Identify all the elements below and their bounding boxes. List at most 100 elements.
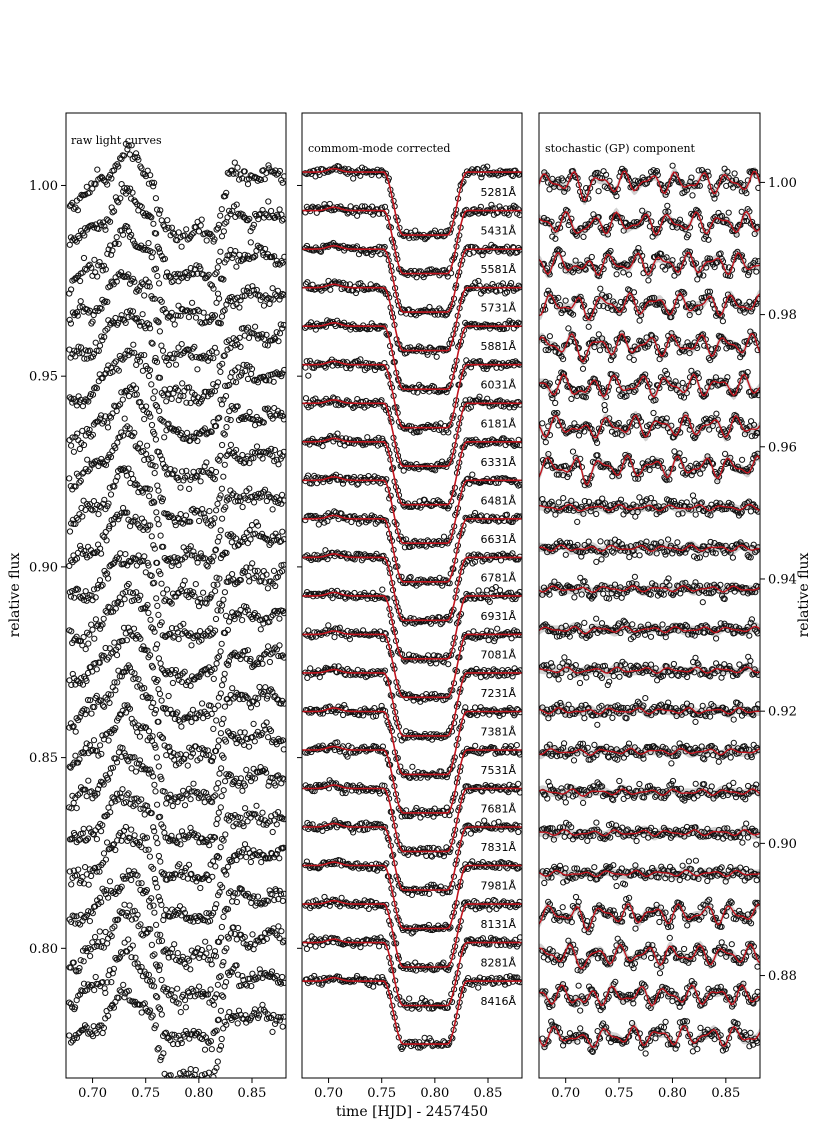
- data-point: [506, 250, 514, 257]
- data-point: [84, 835, 92, 842]
- data-point: [167, 351, 174, 358]
- data-point: [219, 515, 226, 522]
- data-point: [104, 940, 111, 947]
- data-point: [224, 626, 231, 634]
- data-point: [272, 607, 279, 615]
- data-point: [92, 933, 99, 941]
- data-point: [207, 702, 214, 709]
- data-point: [92, 339, 99, 346]
- data-point: [186, 914, 193, 921]
- data-point: [117, 550, 124, 557]
- data-point: [259, 809, 266, 816]
- data-point: [132, 675, 139, 682]
- data-point: [116, 673, 123, 680]
- data-point: [237, 577, 244, 584]
- data-point: [215, 258, 222, 265]
- data-point: [267, 295, 274, 302]
- data-point: [174, 270, 181, 277]
- data-point: [241, 535, 248, 543]
- raw-series: [66, 382, 286, 492]
- data-point: [176, 1070, 184, 1077]
- data-point: [241, 292, 248, 299]
- data-point: [277, 891, 285, 898]
- data-point: [83, 707, 90, 714]
- data-point: [281, 366, 286, 374]
- data-point: [181, 960, 188, 968]
- data-point: [133, 315, 140, 322]
- data-point: [108, 650, 115, 657]
- data-point: [155, 611, 162, 619]
- data-point: [280, 816, 286, 823]
- data-point: [92, 308, 99, 315]
- data-point: [270, 646, 277, 653]
- data-point: [223, 549, 230, 557]
- data-point: [153, 921, 160, 929]
- data-point: [220, 959, 227, 966]
- data-point: [267, 727, 275, 735]
- data-point: [114, 679, 121, 686]
- data-point: [266, 377, 273, 384]
- data-point: [179, 380, 186, 387]
- data-point: [222, 778, 229, 785]
- data-point: [128, 916, 135, 923]
- data-point: [121, 901, 128, 908]
- data-point: [214, 264, 221, 271]
- panel-raw-light-curves: raw light curves 0.70 0.75 0.80 0.85 0.800.…: [7, 112, 287, 1101]
- data-point: [277, 1014, 284, 1021]
- data-point: [375, 434, 382, 441]
- data-point: [233, 263, 240, 270]
- data-point: [178, 956, 185, 963]
- data-point: [260, 897, 267, 904]
- corrected-series: [302, 317, 522, 396]
- data-point: [350, 175, 357, 182]
- data-point: [420, 308, 427, 315]
- data-point: [115, 402, 122, 409]
- data-point: [95, 1023, 102, 1031]
- data-point: [426, 266, 433, 273]
- data-point: [261, 176, 268, 183]
- data-point: [128, 826, 135, 833]
- data-point: [230, 893, 237, 900]
- data-point: [220, 787, 227, 794]
- data-point: [191, 509, 198, 516]
- data-point: [210, 754, 217, 761]
- data-point: [211, 705, 218, 713]
- data-point: [150, 542, 157, 549]
- data-point: [92, 660, 99, 667]
- data-point: [95, 786, 102, 793]
- data-point: [197, 884, 204, 892]
- data-point: [82, 711, 89, 718]
- data-point: [460, 211, 467, 219]
- data-point: [243, 603, 250, 611]
- data-point: [279, 290, 286, 298]
- data-point: [206, 508, 213, 515]
- data-point: [168, 625, 176, 632]
- data-point: [92, 616, 100, 623]
- data-point: [181, 577, 188, 584]
- data-point: [214, 379, 222, 386]
- data-point: [157, 571, 164, 578]
- model-line: [302, 514, 522, 583]
- data-point: [201, 425, 208, 432]
- data-point: [71, 594, 78, 601]
- data-point: [77, 957, 84, 964]
- data-point: [226, 207, 233, 214]
- data-point: [217, 492, 224, 499]
- data-point: [215, 809, 222, 816]
- data-point: [168, 395, 175, 402]
- data-point: [116, 908, 123, 915]
- data-point: [97, 742, 104, 749]
- data-point: [100, 219, 107, 226]
- data-point: [509, 319, 516, 326]
- data-point: [89, 318, 96, 325]
- data-point: [326, 478, 333, 485]
- data-point: [174, 350, 181, 357]
- data-point: [67, 1000, 74, 1007]
- data-point: [204, 595, 211, 602]
- data-point: [119, 272, 126, 279]
- data-point: [357, 356, 364, 363]
- data-point: [132, 513, 139, 521]
- data-point: [308, 285, 315, 293]
- data-point: [248, 522, 256, 529]
- data-point: [98, 550, 105, 557]
